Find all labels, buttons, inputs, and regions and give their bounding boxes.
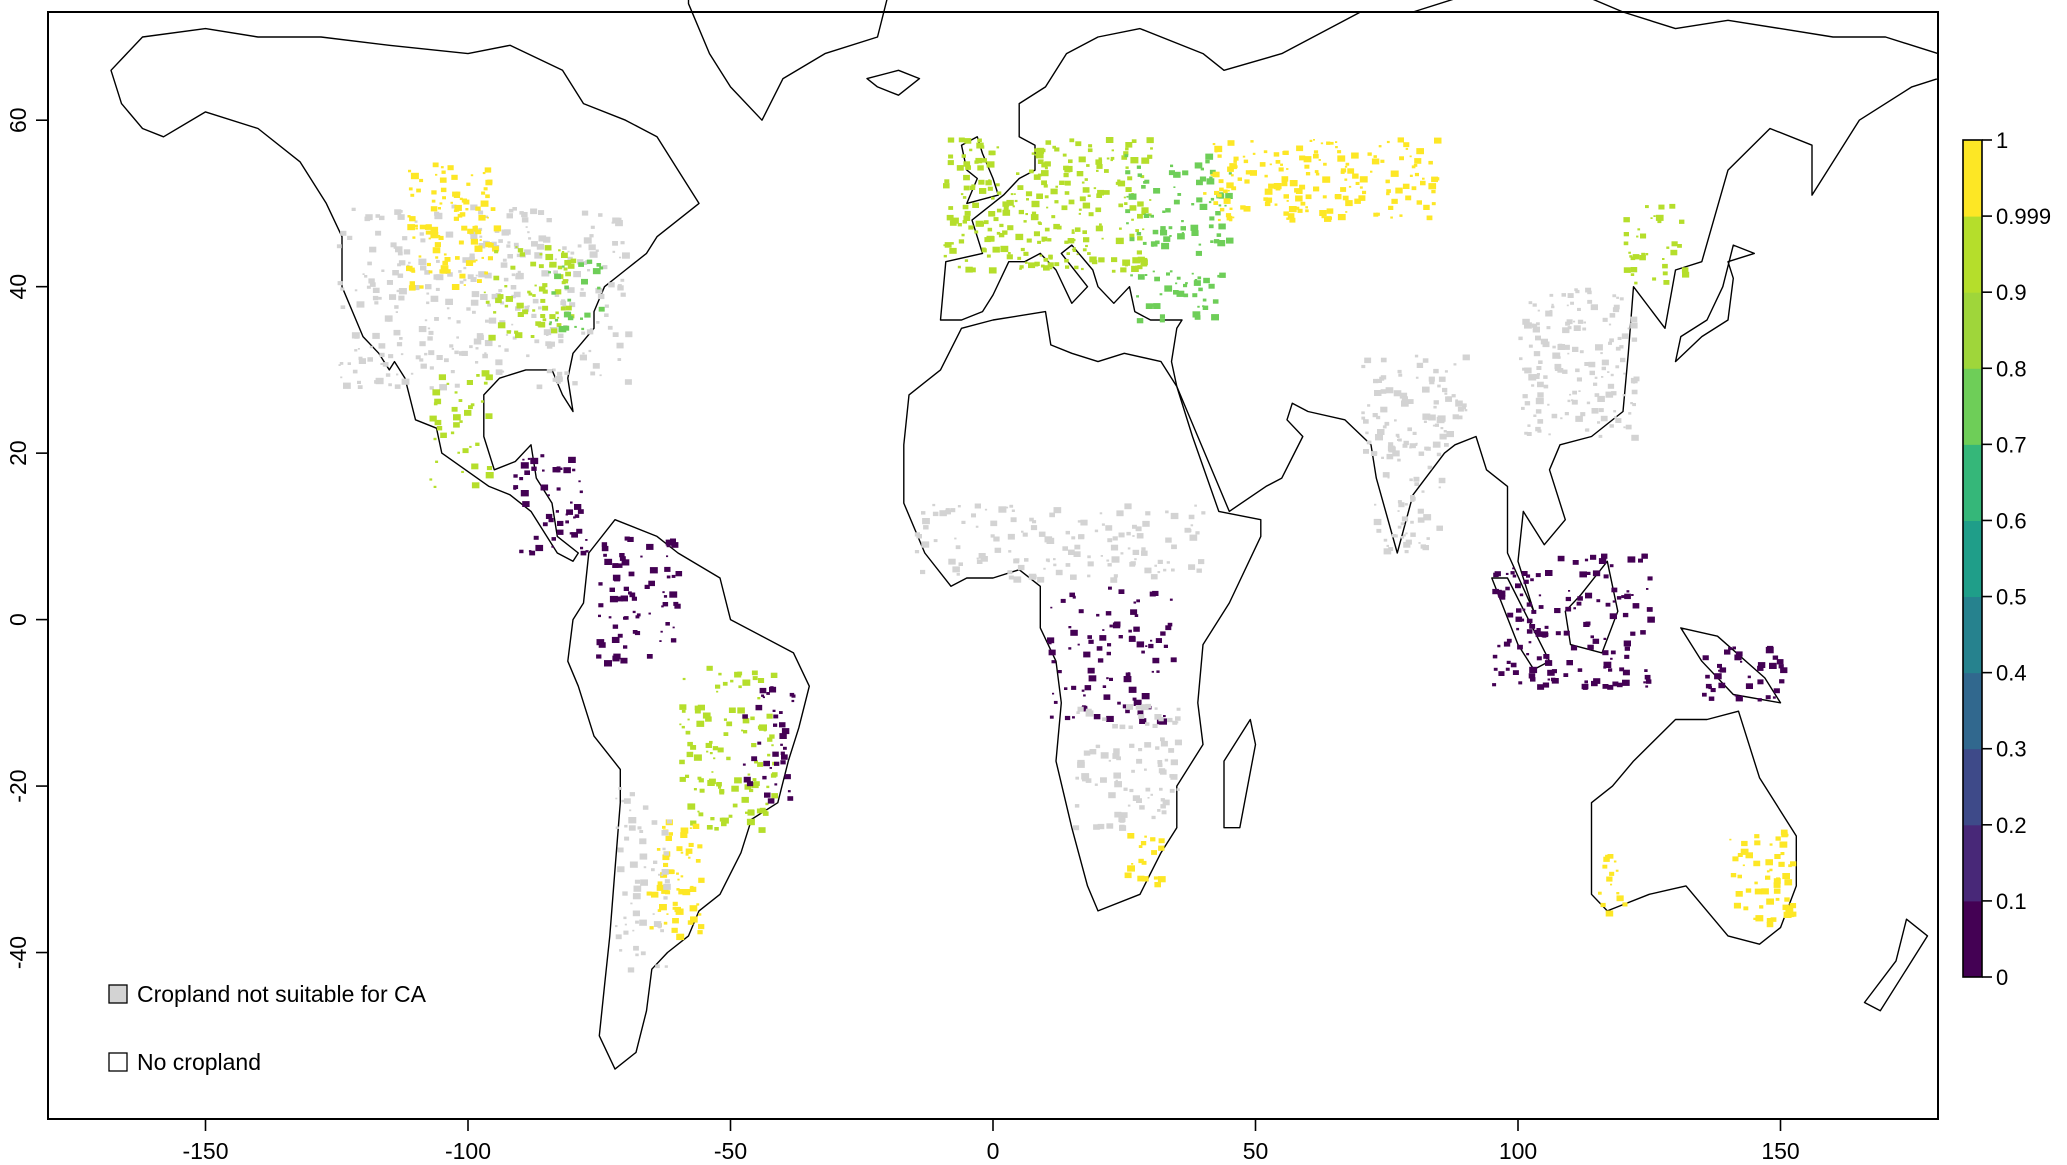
colorbar-segment xyxy=(1963,368,1982,445)
cropland-east-brazil-purple xyxy=(742,686,796,804)
cropland-midwest-green xyxy=(483,245,577,341)
colorbar-frame xyxy=(1962,139,1983,978)
colorbar-tick-label: 0.9 xyxy=(1996,280,2027,305)
cropland-central-africa-purple xyxy=(1047,586,1177,725)
cropland-central-america-purple xyxy=(513,454,587,556)
colorbar-tick-label: 0.4 xyxy=(1996,661,2027,686)
x-tick-label: 50 xyxy=(1243,1138,1269,1160)
x-tick-label: -150 xyxy=(182,1138,228,1160)
cropland-south-africa-yellow xyxy=(1124,833,1166,888)
cropland-southern-africa-gray xyxy=(1073,703,1182,831)
y-axis: 60 40 20 0 -20 -40 xyxy=(5,107,48,969)
land-greenland xyxy=(687,0,888,121)
cropland-manchuria-green xyxy=(1623,203,1690,285)
land-indonesia-borneo xyxy=(1564,560,1619,654)
colorbar-segment xyxy=(1963,140,1982,217)
colorbar-segment xyxy=(1963,748,1982,826)
colorbar-tick-label: 0.999 xyxy=(1996,204,2051,229)
y-tick-label: 20 xyxy=(5,440,31,466)
colorbar-tick-label: 0.3 xyxy=(1996,737,2027,762)
legend-swatch-not-suitable xyxy=(108,984,128,1004)
colorbar-segment xyxy=(1963,824,1982,902)
legend-swatch-no-cropland xyxy=(108,1052,128,1072)
colorbar-tick-label: 0.2 xyxy=(1996,813,2027,838)
y-tick-label: 40 xyxy=(5,274,31,300)
land-sumatra xyxy=(1491,577,1551,671)
colorbar-tick-label: 0.7 xyxy=(1996,432,2027,457)
x-tick-label: 100 xyxy=(1499,1138,1537,1160)
colorbar: 1 0.999 0.9 0.8 0.7 0.6 0.5 0.4 0.3 0.2 0.1 0 xyxy=(1962,128,2051,990)
cropland-sahel-gray xyxy=(914,503,1206,583)
legend-label-not-suitable: Cropland not suitable for CA xyxy=(137,981,427,1007)
cropland-china-gray xyxy=(1518,287,1640,441)
colorbar-tick-label: 0.5 xyxy=(1996,585,2027,610)
colorbar-tick-label: 0.1 xyxy=(1996,889,2027,914)
colorbar-segment xyxy=(1963,520,1982,598)
land-madagascar xyxy=(1223,718,1257,829)
cropland-north-sa-purple xyxy=(585,536,683,667)
cropland-east-us-green xyxy=(548,259,605,333)
cropland-new-guinea-purple xyxy=(1702,645,1788,702)
legend-label-no-cropland: No cropland xyxy=(137,1049,261,1075)
cropland-sw-australia-yellow xyxy=(1598,854,1628,917)
cropland-mexico-green xyxy=(429,370,494,489)
cropland-ukraine-green xyxy=(1124,153,1234,256)
colorbar-segment xyxy=(1963,900,1982,978)
cropland-europe-green xyxy=(943,137,1154,274)
x-tick-label: 0 xyxy=(987,1138,1000,1160)
colorbar-segment xyxy=(1963,672,1982,750)
cropland-kazakh-yellow xyxy=(1203,137,1442,223)
colorbar-segment xyxy=(1963,596,1982,674)
y-tick-label: 60 xyxy=(5,107,31,133)
cropland-great-plains-yellow xyxy=(406,162,502,291)
legend: Cropland not suitable for CA No cropland xyxy=(108,981,427,1075)
land-new-guinea xyxy=(1680,627,1782,704)
colorbar-segment xyxy=(1963,292,1982,369)
colorbar-tick-label: 0.8 xyxy=(1996,356,2027,381)
colorbar-segment xyxy=(1963,216,1982,293)
land-japan xyxy=(1674,244,1756,363)
colorbar-tick-label: 1 xyxy=(1996,128,2008,153)
y-tick-label: -20 xyxy=(5,769,31,802)
colorbar-tick-label: 0.6 xyxy=(1996,508,2027,533)
cropland-se-asia-purple xyxy=(1492,553,1655,690)
y-tick-label: 0 xyxy=(5,613,31,626)
x-tick-label: -100 xyxy=(445,1138,491,1160)
cropland-india-south-gray xyxy=(1373,438,1446,555)
cropland-andes-gray xyxy=(615,787,672,973)
cropland-se-australia-yellow xyxy=(1729,829,1797,928)
x-tick-label: -50 xyxy=(714,1138,747,1160)
land-new-zealand xyxy=(1863,918,1929,1012)
land-europe-asia xyxy=(939,0,1939,612)
cropland-layer xyxy=(336,137,1797,973)
colorbar-segment xyxy=(1963,444,1982,521)
land-north-america xyxy=(110,27,700,562)
x-tick-label: 150 xyxy=(1761,1138,1799,1160)
colorbar-tick-label: 0 xyxy=(1996,965,2008,990)
land-iceland xyxy=(866,69,921,96)
y-tick-label: -40 xyxy=(5,936,31,969)
cropland-turkey-green xyxy=(1130,270,1226,324)
cropland-india-north-gray xyxy=(1361,354,1470,457)
